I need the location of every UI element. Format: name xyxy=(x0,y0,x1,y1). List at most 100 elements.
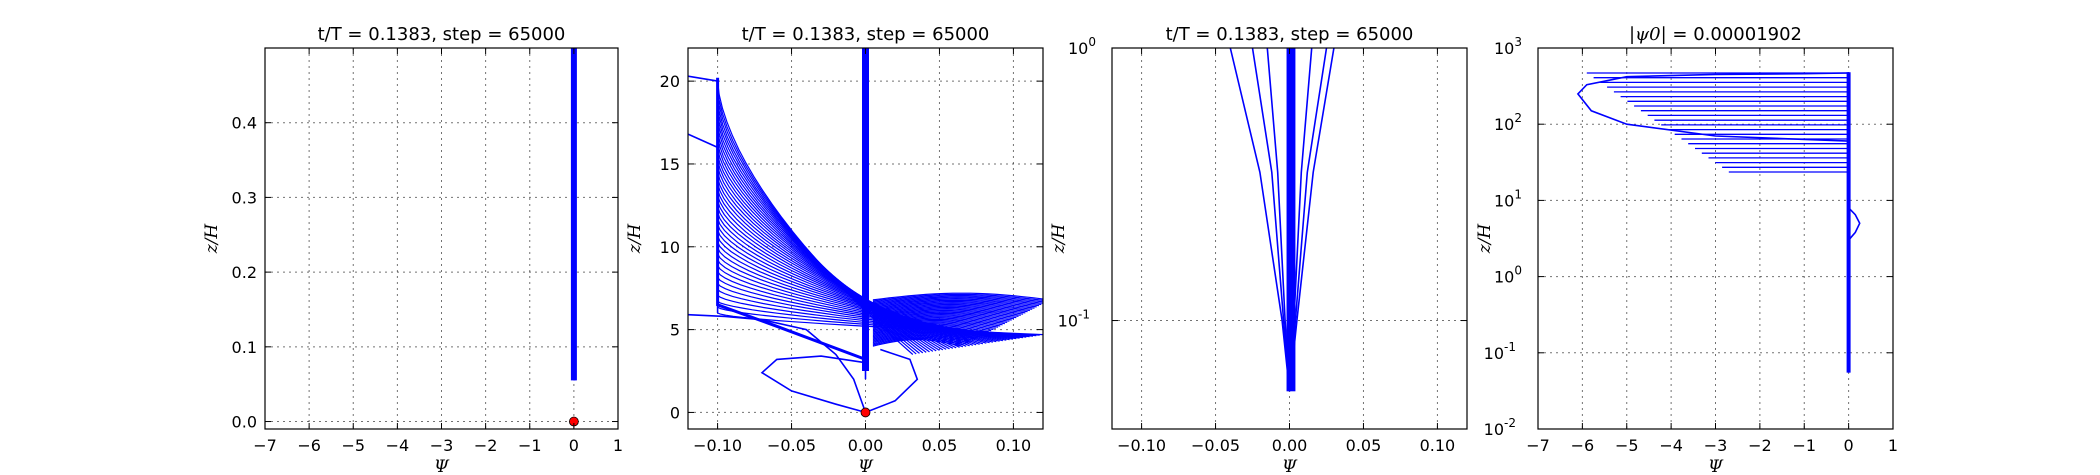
y-tick-label: 0.3 xyxy=(232,188,257,207)
panel-title: t/T = 0.1383, step = 65000 xyxy=(318,24,566,45)
series-line-3 xyxy=(1576,72,1849,142)
grid xyxy=(1537,47,1894,430)
tick-exponent: 3 xyxy=(1514,35,1522,49)
panel-2: −0.10 −0.05 0.00 0.05 0.10 0 5 10 15 20 t/T = 0.13… xyxy=(625,24,1044,475)
x-tick-label: −2 xyxy=(474,436,498,455)
series-group xyxy=(688,48,1043,414)
x-tick-label: −6 xyxy=(1571,436,1595,455)
x-tick-label: 1 xyxy=(1888,436,1898,455)
x-tick-label: 0 xyxy=(1844,436,1854,455)
y-tick-label: 102 xyxy=(1494,111,1522,134)
tick-base: 10 xyxy=(1068,39,1088,58)
tick-base: 10 xyxy=(1494,39,1514,58)
tick-exponent: 2 xyxy=(1514,111,1522,125)
lobe-curve xyxy=(872,292,1043,301)
series-group xyxy=(570,48,577,381)
x-tick-label: −0.10 xyxy=(693,436,742,455)
y-axis-label: z/H xyxy=(1049,223,1069,255)
x-axis-label: Ψ xyxy=(858,457,874,475)
series-line-2 xyxy=(1847,207,1861,241)
x-axis-label: Ψ xyxy=(434,457,450,475)
y-tick-label: 103 xyxy=(1494,35,1522,58)
lobe-curve xyxy=(872,302,1033,310)
x-tick-label: −7 xyxy=(1526,436,1550,455)
tick-base: 10 xyxy=(1058,312,1078,331)
title-value: = 0.00001902 xyxy=(1672,24,1802,45)
y-tick-label: 100 xyxy=(1068,35,1096,58)
panel-title: t/T = 0.1383, step = 65000 xyxy=(1166,24,1414,45)
x-tick-label: −5 xyxy=(1615,436,1639,455)
series-line-6 xyxy=(1288,48,1335,392)
y-tick-label: 15 xyxy=(660,155,680,174)
y-axis-label: z/H xyxy=(202,223,222,255)
series-line-3 xyxy=(865,348,919,414)
x-tick-label: −0.05 xyxy=(1191,436,1240,455)
series-line-1 xyxy=(688,313,867,413)
y-tick-label: 0.1 xyxy=(232,338,257,357)
y-tick-label: 5 xyxy=(670,321,680,340)
tick-base: 10 xyxy=(1494,268,1514,287)
lobe-curve xyxy=(872,306,1024,315)
y-tick-label: 0.0 xyxy=(232,413,257,432)
origin-marker xyxy=(860,407,871,418)
y-tick-label: 10-1 xyxy=(1484,340,1516,363)
lobe-curve xyxy=(872,294,1043,303)
x-tick-label: −3 xyxy=(430,436,454,455)
y-axis-label: z/H xyxy=(1475,223,1495,255)
y-axis-label: z/H xyxy=(625,223,645,255)
tick-exponent: -1 xyxy=(1078,308,1090,322)
y-tick-label: 20 xyxy=(660,72,680,91)
lobe-curve xyxy=(872,307,1021,316)
axes-frame xyxy=(264,47,619,430)
tick-exponent: -2 xyxy=(1504,416,1516,430)
series-line-3 xyxy=(1266,48,1291,392)
series-group xyxy=(1229,48,1335,392)
x-tick-label: −1 xyxy=(1792,436,1816,455)
lobe-curve xyxy=(872,300,1035,309)
x-tick-label: −4 xyxy=(386,436,410,455)
x-tick-label: 1 xyxy=(613,436,623,455)
y-tick-label: 0.4 xyxy=(232,114,257,133)
x-tick-label: −6 xyxy=(297,436,321,455)
panel-1: −7 −6 −5 −4 −3 −2 −1 0 1 0.0 0.1 0.2 0.3 0.4 t/T = 0.1… xyxy=(202,24,623,475)
lobe-curve xyxy=(872,297,1042,306)
lobe-curve xyxy=(872,309,1019,317)
y-tick-label: 0 xyxy=(670,403,680,422)
x-tick-label: −0.10 xyxy=(1117,436,1166,455)
lobe-curve xyxy=(872,298,1040,307)
grid xyxy=(264,48,619,429)
lobe-curve xyxy=(872,303,1030,312)
lobe-curve xyxy=(872,304,1028,313)
x-tick-label: −3 xyxy=(1704,436,1728,455)
tick-exponent: 1 xyxy=(1514,187,1522,201)
tick-exponent: -1 xyxy=(1504,340,1516,354)
panel-title: |ψ0| = 0.00001902 xyxy=(1629,24,1802,45)
y-tick-label: 0.2 xyxy=(232,263,257,282)
lobe-curve xyxy=(872,293,1043,302)
lobe-curve xyxy=(872,299,1037,308)
title-math: |ψ0| xyxy=(1629,24,1667,45)
x-tick-label: 0.10 xyxy=(1420,436,1456,455)
tick-exponent: 0 xyxy=(1088,35,1096,49)
x-tick-label: −4 xyxy=(1659,436,1683,455)
tick-base: 10 xyxy=(1484,420,1504,439)
fan-curve xyxy=(717,312,1043,336)
x-tick-label: 0.00 xyxy=(1272,436,1308,455)
y-tick-label: 101 xyxy=(1494,187,1522,210)
y-tick-label: 10-2 xyxy=(1484,416,1516,439)
x-tick-label: −5 xyxy=(341,436,365,455)
y-tick-label: 100 xyxy=(1494,264,1522,287)
x-tick-label: 0.10 xyxy=(996,436,1032,455)
series-group xyxy=(1576,72,1861,373)
axes-frame xyxy=(1537,47,1894,430)
panel-title: t/T = 0.1383, step = 65000 xyxy=(742,24,990,45)
x-axis-label: Ψ xyxy=(1282,457,1298,475)
x-tick-label: −7 xyxy=(253,436,277,455)
series-line-6 xyxy=(688,75,718,82)
profile-band xyxy=(1286,48,1296,392)
tick-base: 10 xyxy=(1494,191,1514,210)
x-tick-label: −2 xyxy=(1748,436,1772,455)
